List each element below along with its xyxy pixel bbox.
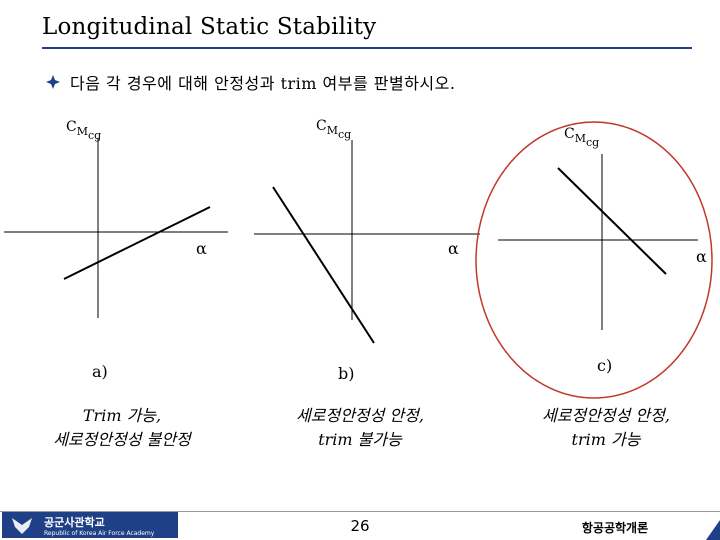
case-c-verdict-line1: 세로정안정성 안정, xyxy=(542,406,670,425)
case-a-verdict-line2: 세로정안정성 불안정 xyxy=(53,430,191,449)
svg-text:Republic of Korea Air Force Ac: Republic of Korea Air Force Academy xyxy=(44,530,155,537)
plot-a: CMcg α xyxy=(4,119,228,318)
case-b-verdict: 세로정안정성 안정, trim 불가능 xyxy=(250,404,470,452)
course-title: 항공공학개론 xyxy=(581,521,649,535)
plot-a-cm-label: CMcg xyxy=(66,119,101,142)
plot-b-cm-label: CMcg xyxy=(316,118,351,141)
footer-divider xyxy=(0,511,720,512)
instruction-text: 다음 각 경우에 대해 안정성과 trim 여부를 판별하시오. xyxy=(70,74,456,93)
case-a-label: a) xyxy=(92,362,108,381)
case-b-verdict-line2: trim 불가능 xyxy=(318,430,402,449)
case-c-verdict: 세로정안정성 안정, trim 가능 xyxy=(496,404,716,452)
academy-logo: 공군사관학교 Republic of Korea Air Force Acade… xyxy=(2,512,178,538)
diamond-bullet-icon xyxy=(46,75,60,89)
instruction-line: 다음 각 경우에 대해 안정성과 trim 여부를 판별하시오. xyxy=(46,70,455,94)
page-title: Longitudinal Static Stability xyxy=(42,14,377,40)
plot-c: CMcg α xyxy=(475,121,713,399)
title-underline xyxy=(42,47,692,49)
case-b-label: b) xyxy=(338,364,355,383)
plot-a-alpha-label: α xyxy=(196,239,207,258)
plot-c-highlight-circle xyxy=(475,121,713,399)
plot-a-cm-curve xyxy=(63,206,211,280)
case-a-verdict: Trim 가능, 세로정안정성 불안정 xyxy=(8,404,236,452)
svg-text:공군사관학교: 공군사관학교 xyxy=(44,515,105,529)
plot-c-cm-label: CMcg xyxy=(564,126,599,149)
plot-c-cm-curve xyxy=(557,167,667,275)
plot-c-alpha-label: α xyxy=(696,247,707,266)
plot-b-alpha-label: α xyxy=(448,239,459,258)
case-c-verdict-line2: trim 가능 xyxy=(571,430,641,449)
case-b-verdict-line1: 세로정안정성 안정, xyxy=(296,406,424,425)
page-number: 26 xyxy=(350,517,370,535)
plot-b-cm-curve xyxy=(272,186,375,344)
eagle-emblem-icon xyxy=(12,518,32,534)
plot-b: CMcg α xyxy=(254,118,480,344)
case-c-label: c) xyxy=(597,356,613,375)
corner-decoration-icon xyxy=(706,520,720,540)
case-a-verdict-line1: Trim 가능, xyxy=(82,406,162,425)
